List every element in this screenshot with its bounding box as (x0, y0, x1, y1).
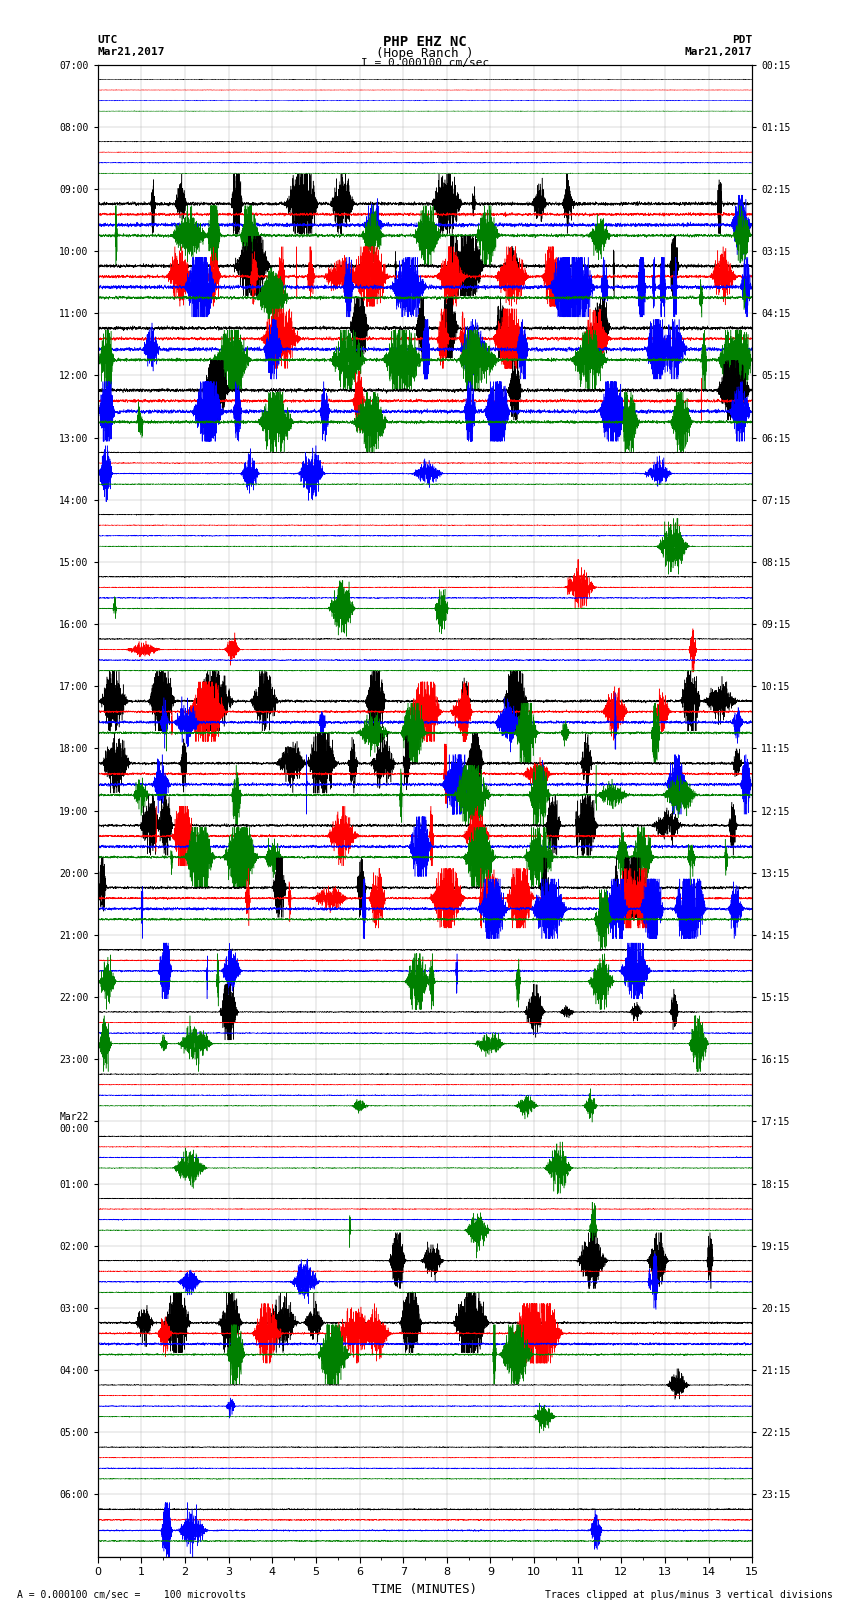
Text: (Hope Ranch ): (Hope Ranch ) (377, 47, 473, 60)
Text: UTC: UTC (98, 35, 118, 45)
Text: Mar21,2017: Mar21,2017 (98, 47, 165, 56)
Text: PDT: PDT (732, 35, 752, 45)
X-axis label: TIME (MINUTES): TIME (MINUTES) (372, 1582, 478, 1595)
Text: PHP EHZ NC: PHP EHZ NC (383, 35, 467, 50)
Text: A = 0.000100 cm/sec =    100 microvolts: A = 0.000100 cm/sec = 100 microvolts (17, 1590, 246, 1600)
Text: Mar21,2017: Mar21,2017 (685, 47, 752, 56)
Text: I = 0.000100 cm/sec: I = 0.000100 cm/sec (361, 58, 489, 68)
Text: Traces clipped at plus/minus 3 vertical divisions: Traces clipped at plus/minus 3 vertical … (545, 1590, 833, 1600)
